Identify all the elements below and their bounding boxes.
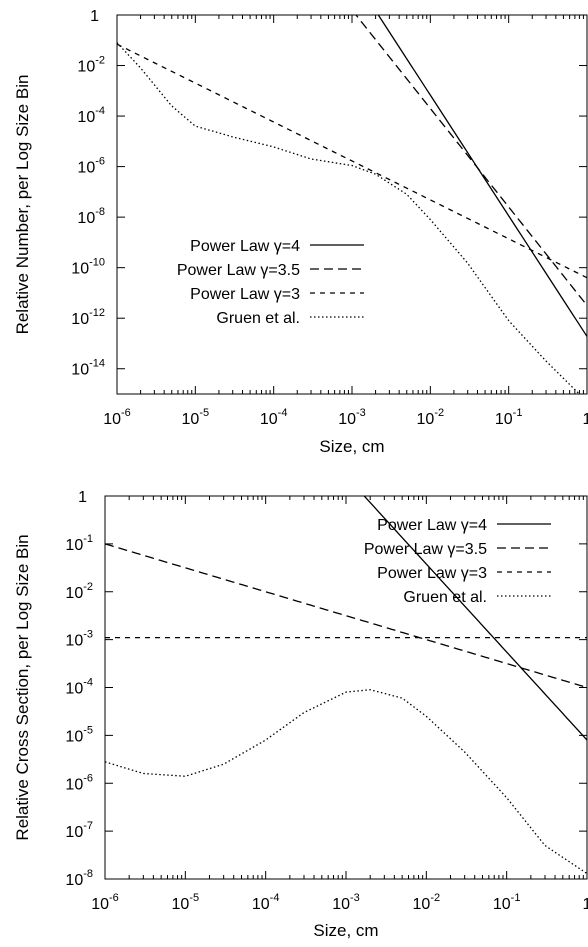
x-tick-label: 10-3 — [338, 407, 366, 428]
series-line — [117, 42, 581, 394]
y-tick-label: 10-3 — [65, 629, 93, 650]
x-tick-label: 10-2 — [417, 407, 445, 428]
x-tick-label: 10-6 — [91, 892, 119, 913]
y-tick-label: 10-14 — [71, 358, 105, 379]
x-tick-label: 1 — [583, 411, 588, 428]
series-line — [377, 15, 587, 337]
series-line — [105, 543, 587, 689]
y-tick-label: 10-4 — [65, 677, 93, 698]
y-tick-label: 1 — [78, 489, 87, 506]
plot-frame — [116, 14, 588, 395]
series-line — [363, 496, 587, 741]
legend-label: Power Law γ=3.5 — [177, 262, 300, 279]
x-tick-label: 10-4 — [260, 407, 288, 428]
y-axis-label: Relative Number, per Log Size Bin — [13, 75, 32, 335]
legend-label: Gruen et al. — [216, 310, 300, 327]
plot-frame — [104, 495, 588, 880]
y-tick-label: 10-6 — [77, 156, 105, 177]
x-tick-label: 10-1 — [493, 892, 521, 913]
panel-cross-section: 10-6 10-5 10-4 10-3 10-2 10-1 1 1 10-1 10-2 10-3 10… — [13, 489, 588, 940]
x-tick-label: 10-2 — [413, 892, 441, 913]
y-tick-label: 10-8 — [77, 206, 105, 227]
x-tick-label: 10-6 — [103, 407, 131, 428]
x-tick-label: 10-5 — [182, 407, 210, 428]
x-tick-label: 10-5 — [172, 892, 200, 913]
y-axis-label: Relative Cross Section, per Log Size Bin — [13, 534, 32, 840]
x-axis-label: Size, cm — [313, 921, 378, 940]
y-tick-label: 10-6 — [65, 772, 93, 793]
series-line — [355, 15, 587, 306]
y-tick-label: 10-2 — [77, 55, 105, 76]
legend-label: Power Law γ=3.5 — [364, 541, 487, 558]
panel-number-distribution: 10-6 10-5 10-4 10-3 10-2 10-1 1 1 10-2 10-4 10-6 10… — [13, 8, 588, 456]
legend-label: Gruen et al. — [403, 589, 487, 606]
x-tick-label: 10-1 — [495, 407, 523, 428]
y-tick-label: 10-12 — [71, 307, 105, 328]
series-line — [105, 689, 587, 875]
y-tick-label: 10-2 — [65, 581, 93, 602]
y-tick-label: 1 — [90, 8, 99, 25]
legend-label: Power Law γ=4 — [190, 238, 300, 255]
series-line — [117, 43, 587, 279]
y-tick-label: 10-10 — [71, 257, 105, 278]
y-tick-label: 10-5 — [65, 724, 93, 745]
y-tick-label: 10-8 — [65, 868, 93, 889]
legend-label: Power Law γ=3 — [377, 565, 487, 582]
x-tick-label: 10-3 — [332, 892, 360, 913]
y-tick-label: 10-4 — [77, 105, 105, 126]
y-tick-label: 10-7 — [65, 820, 93, 841]
x-tick-label: 1 — [583, 896, 588, 913]
legend-label: Power Law γ=3 — [190, 286, 300, 303]
x-axis-label: Size, cm — [319, 437, 384, 456]
y-tick-label: 10-1 — [65, 533, 93, 554]
x-tick-label: 10-4 — [252, 892, 280, 913]
legend-label: Power Law γ=4 — [377, 517, 487, 534]
